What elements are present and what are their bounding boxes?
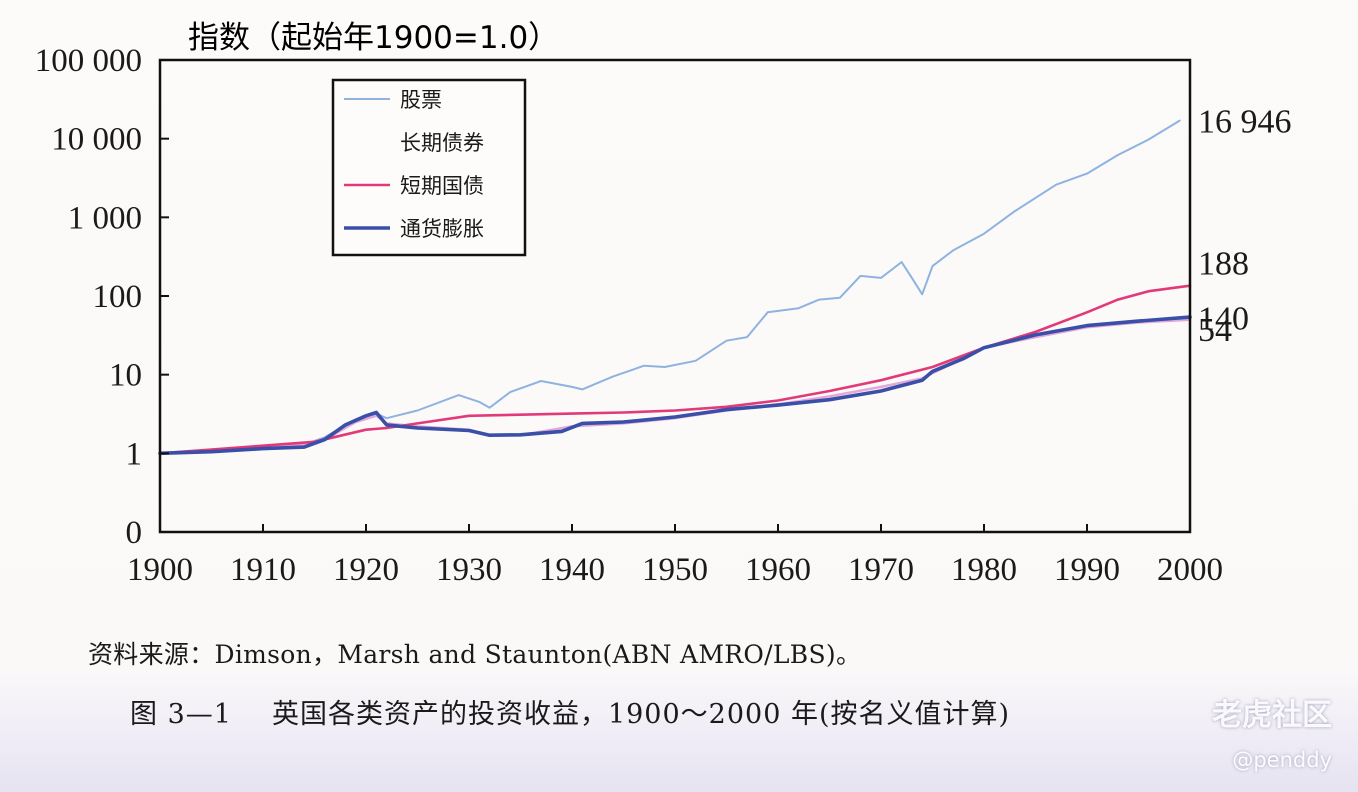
source-note: 资料来源：Dimson，Marsh and Staunton(ABN AMRO/… — [88, 640, 862, 669]
end-label-0: 16 946 — [1198, 104, 1292, 141]
series-line-1 — [158, 318, 1192, 455]
figure-caption: 图 3—1 英国各类资产的投资收益，1900～2000 年(按名义值计算) — [130, 692, 1350, 731]
series-line-3 — [158, 315, 1192, 456]
y-tick-label: 1 — [126, 436, 143, 472]
legend-box — [331, 78, 527, 257]
legend-label-1: 长期债券 — [400, 131, 484, 155]
caption-text: 英国各类资产的投资收益，1900～2000 年(按名义值计算) — [271, 699, 1011, 730]
y-tick-label: 10 000 — [51, 122, 142, 158]
y-tick-label: 1 000 — [68, 200, 142, 236]
x-tick-label: 1960 — [745, 552, 811, 588]
watermark-logo: 老虎社区 — [1212, 698, 1332, 733]
series-line-0 — [159, 119, 1181, 455]
x-tick-label: 1950 — [642, 552, 708, 588]
plot-frame — [158, 58, 1192, 534]
legend-label-0: 股票 — [400, 88, 442, 112]
series-line-2 — [158, 284, 1192, 455]
legend-label-3: 通货膨胀 — [400, 217, 484, 241]
x-tick-label: 1970 — [848, 552, 914, 588]
x-tick-label: 1980 — [951, 552, 1017, 588]
y-tick-label: 0 — [126, 515, 143, 551]
x-tick-label: 1910 — [230, 552, 296, 588]
end-labels: 16 946 140 188 54 — [1198, 104, 1292, 349]
series-layer — [158, 119, 1192, 456]
x-tick-label: 1940 — [539, 552, 605, 588]
x-tick-label: 1990 — [1054, 552, 1120, 588]
x-tick-label: 2000 — [1157, 552, 1223, 588]
y-tick-label: 100 000 — [35, 43, 142, 79]
caption-number: 图 3—1 — [130, 699, 232, 730]
legend-label-2: 短期国债 — [400, 174, 484, 198]
x-tick-label: 1920 — [333, 552, 399, 588]
y-tick-label: 100 — [93, 279, 143, 315]
x-tick-label: 1930 — [436, 552, 502, 588]
end-label-1: 140 — [1198, 301, 1249, 338]
watermark-handle: @penddy — [1232, 748, 1332, 772]
y-axis: 0 1 10 100 1 000 10 000 100 000 — [35, 43, 169, 551]
x-tick-label: 1900 — [127, 552, 193, 588]
x-axis: 1900 1910 1920 1930 1940 1950 1960 1970 1980 1990… — [127, 524, 1223, 588]
y-tick-label: 10 — [109, 358, 142, 394]
y-axis-title: 指数（起始年1900=1.0） — [188, 20, 559, 56]
end-label-2: 188 — [1198, 246, 1249, 283]
end-label-3: 54 — [1198, 312, 1232, 349]
